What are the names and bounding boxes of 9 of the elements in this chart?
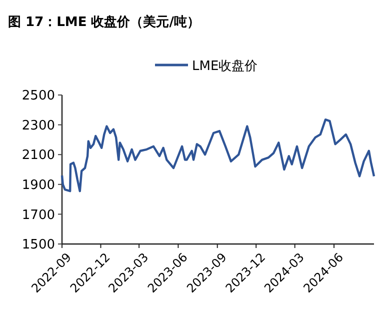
y-tick-label: 1500: [22, 238, 55, 253]
y-tick-label: 2500: [22, 88, 55, 104]
y-tick-label: 1900: [22, 178, 55, 193]
y-tick-label: 2300: [22, 118, 55, 134]
y-tick-label: 2100: [22, 148, 55, 164]
y-tick-label: 1700: [22, 208, 55, 223]
line-series: [60, 118, 376, 192]
legend-label: LME收盘价: [192, 59, 258, 74]
chart-title: 图 17：LME 收盘价（美元/吨）: [8, 14, 200, 30]
